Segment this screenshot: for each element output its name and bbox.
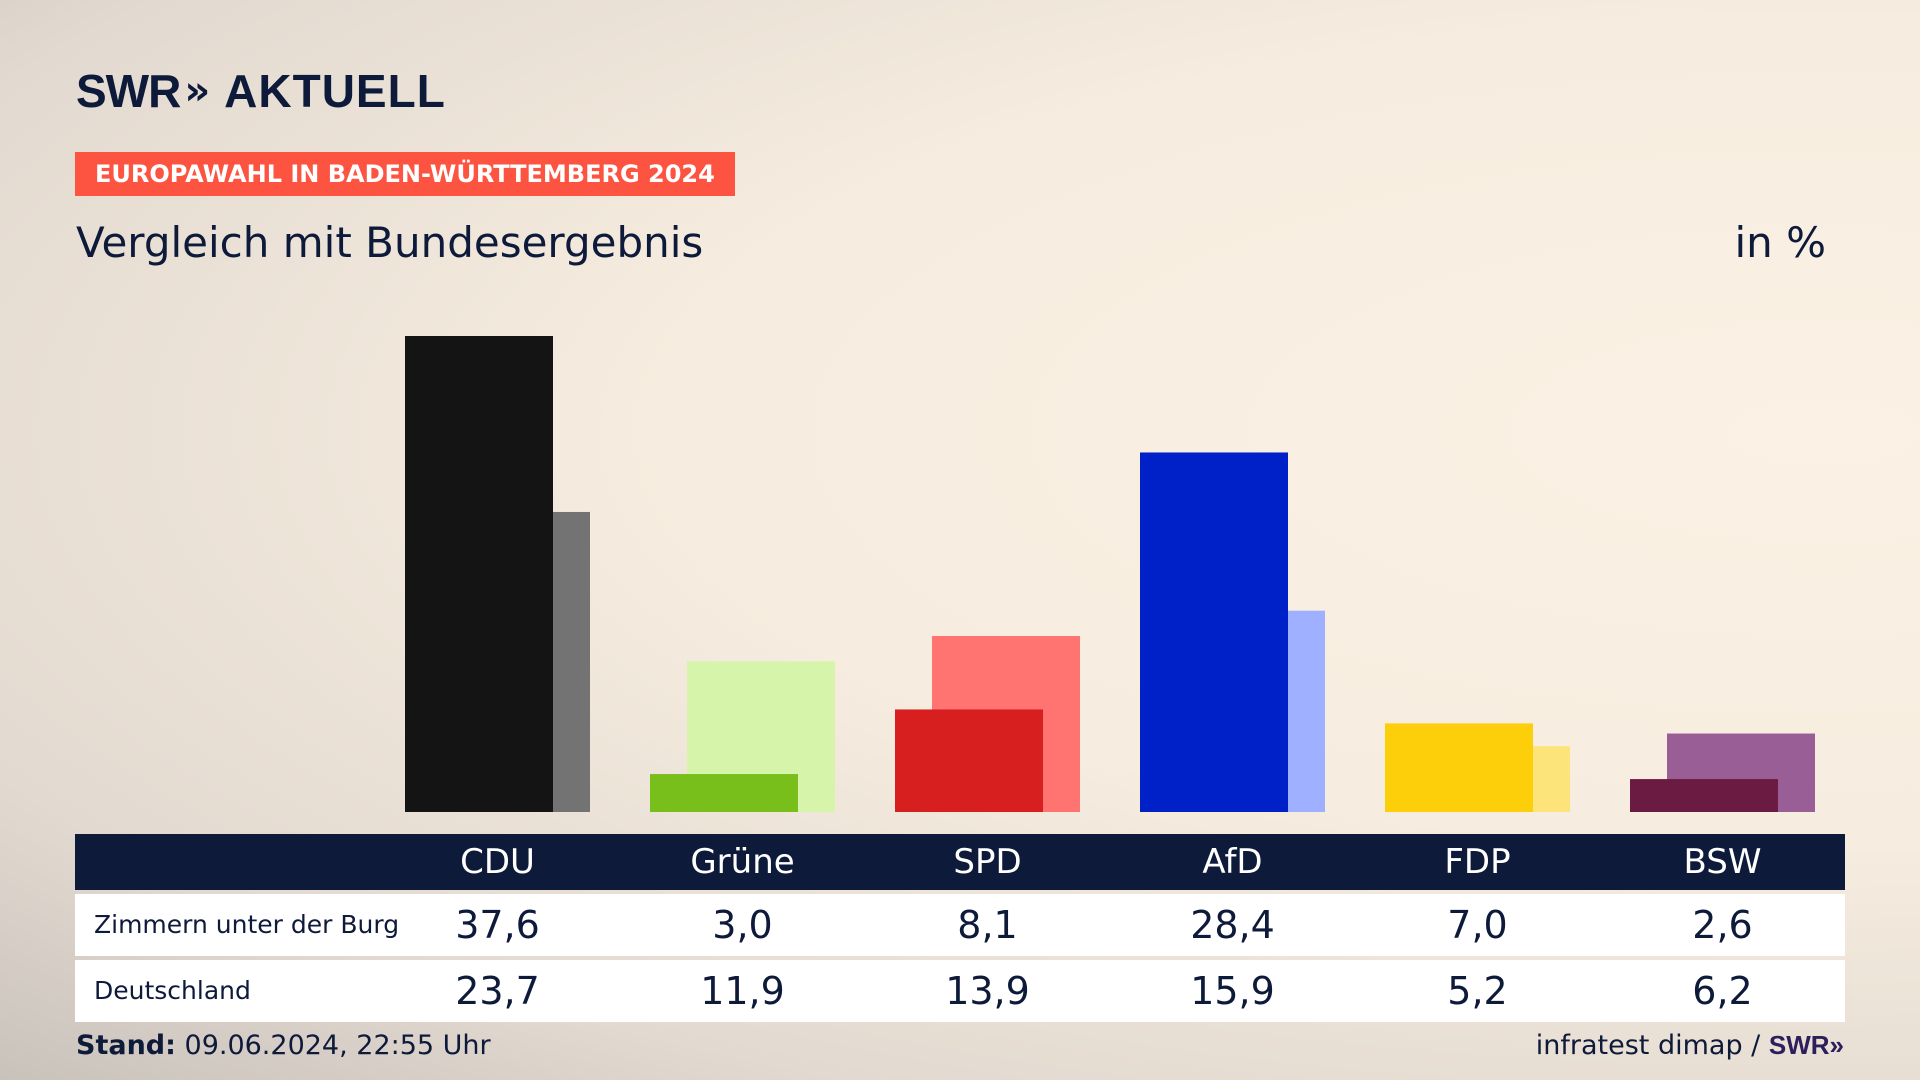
bar-local-bsw [1630,779,1778,812]
column-header: CDU [460,842,535,882]
bar-chart [405,336,1815,812]
results-table: CDU Grüne SPD AfD FDP BSW Zimmern unter der B… [75,834,1845,1022]
data-label: 2,6 [1692,903,1753,947]
data-label: 3,0 [712,903,773,947]
timestamp-value: 09.06.2024, 22:55 Uhr [184,1030,491,1061]
bar-local-fdp [1385,723,1533,812]
data-label: 13,9 [945,969,1030,1013]
source-brand-logo: SWR» [1768,1030,1844,1060]
column-header: BSW [1683,842,1762,882]
column-header: FDP [1444,842,1511,882]
data-label: 37,6 [455,903,540,947]
election-tag: EUROPAWAHL IN BADEN-WÜRTTEMBERG 2024 [75,152,735,196]
bar-local-cdu [405,336,553,812]
table-header: CDU Grüne SPD AfD FDP BSW [75,834,1845,890]
data-label: 8,1 [957,903,1018,947]
timestamp-label: Stand: [76,1030,176,1061]
data-label: 23,7 [455,969,540,1013]
source-credit: infratest dimap / SWR» [1536,1030,1844,1061]
source-text: infratest dimap / [1535,1030,1761,1061]
column-header: Grüne [690,842,795,882]
column-header: SPD [953,842,1022,882]
data-label: 28,4 [1190,903,1275,947]
data-label: 6,2 [1692,969,1753,1013]
table-row-national: Deutschland 23,7 11,9 13,9 15,9 5,2 6,2 [75,960,1845,1022]
swr-aktuell-logo: SWR » AKTUELL [76,65,446,117]
brand-arrows-icon: » [184,68,211,114]
row-label-national: Deutschland [94,976,251,1005]
bar-local-spd [895,709,1043,812]
brand-name: SWR [76,65,181,117]
unit-label: in % [1734,218,1826,267]
data-label: 7,0 [1447,903,1508,947]
data-label: 15,9 [1190,969,1275,1013]
bar-local-afd [1140,452,1288,812]
product-name: AKTUELL [224,65,446,117]
row-label-local: Zimmern unter der Burg [94,910,400,939]
bar-local-gr-ne [650,774,798,812]
data-label: 11,9 [700,969,785,1013]
timestamp: Stand: 09.06.2024, 22:55 Uhr [76,1030,491,1061]
table-row-local: Zimmern unter der Burg 37,6 3,0 8,1 28,4 7,0… [75,894,1845,956]
column-header: AfD [1202,842,1263,882]
chart-subtitle: Vergleich mit Bundesergebnis [76,218,704,267]
data-label: 5,2 [1447,969,1508,1013]
